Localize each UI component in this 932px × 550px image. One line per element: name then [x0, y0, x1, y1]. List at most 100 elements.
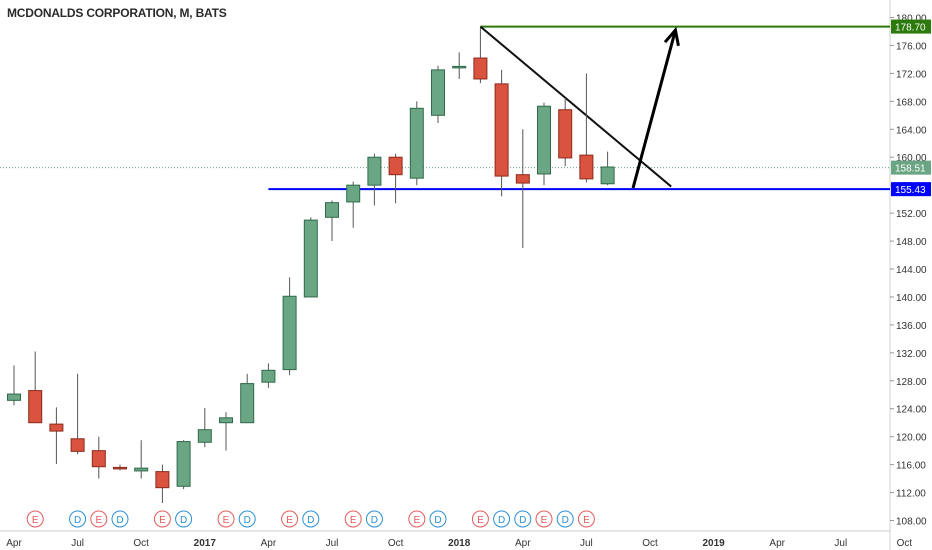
candle[interactable] — [176, 441, 191, 487]
dividend-marker[interactable] — [556, 510, 574, 528]
y-tick-label: 164.00 — [896, 125, 927, 136]
candle[interactable] — [515, 174, 530, 184]
event-label: D — [434, 515, 441, 526]
candle[interactable] — [473, 57, 488, 80]
y-tick-label: 136.00 — [896, 321, 927, 332]
earnings-marker[interactable] — [281, 510, 299, 528]
x-tick-label: Apr — [6, 538, 22, 549]
y-tick-label: 152.00 — [896, 209, 927, 220]
candle[interactable] — [452, 65, 467, 69]
candle[interactable] — [240, 383, 255, 424]
y-tick-label: 116.00 — [896, 461, 926, 472]
candle[interactable] — [49, 423, 64, 432]
event-label: D — [562, 515, 569, 526]
dividend-marker[interactable] — [514, 510, 532, 528]
earnings-marker[interactable] — [217, 510, 235, 528]
event-label: D — [498, 515, 505, 526]
earnings-marker[interactable] — [535, 510, 553, 528]
chart-title: MCDONALDS CORPORATION, M, BATS — [7, 6, 227, 20]
candle[interactable] — [261, 369, 276, 383]
x-tick-label: Jul — [580, 538, 593, 549]
event-label: E — [541, 515, 548, 526]
event-label: E — [223, 515, 230, 526]
x-tick-label: Apr — [515, 538, 531, 549]
support-badge-label: 155.43 — [895, 185, 926, 196]
candle[interactable] — [70, 438, 85, 452]
x-tick-label: Apr — [261, 538, 277, 549]
candle[interactable] — [134, 467, 149, 472]
candle[interactable] — [325, 202, 339, 218]
candle[interactable] — [600, 166, 615, 185]
x-tick-label: 2017 — [194, 538, 217, 549]
candle[interactable] — [579, 154, 594, 180]
trendline[interactable] — [479, 25, 672, 188]
event-label: D — [180, 515, 187, 526]
candle[interactable] — [494, 83, 509, 177]
candle[interactable] — [431, 69, 445, 116]
earnings-marker[interactable] — [344, 510, 362, 528]
x-tick-label: Jul — [71, 538, 84, 549]
dividend-marker[interactable] — [365, 510, 383, 528]
candle[interactable] — [91, 450, 106, 468]
dividend-marker[interactable] — [238, 510, 256, 528]
x-tick-label: Oct — [388, 538, 404, 549]
x-tick-label: Oct — [133, 538, 149, 549]
resistance-badge — [891, 19, 931, 34]
candle[interactable] — [388, 156, 403, 176]
earnings-marker[interactable] — [90, 510, 108, 528]
y-tick-label: 160.00 — [896, 153, 927, 164]
earnings-marker[interactable] — [26, 510, 44, 528]
resistance-badge-label: 178.70 — [895, 23, 926, 34]
dividend-marker[interactable] — [175, 510, 193, 528]
y-tick-label: 140.00 — [896, 293, 927, 304]
event-label: E — [583, 515, 590, 526]
event-label: E — [413, 515, 420, 526]
x-tick-label: Oct — [897, 538, 913, 549]
forecast-arrow[interactable] — [631, 29, 677, 189]
event-label: D — [519, 515, 526, 526]
candle[interactable] — [197, 429, 212, 443]
dividend-marker[interactable] — [429, 510, 447, 528]
earnings-marker[interactable] — [408, 510, 426, 528]
y-tick-label: 120.00 — [896, 433, 927, 444]
dividend-marker[interactable] — [302, 510, 320, 528]
y-tick-label: 180.00 — [896, 13, 927, 24]
candle[interactable] — [7, 393, 21, 401]
candle[interactable] — [113, 466, 127, 470]
y-tick-label: 128.00 — [896, 377, 927, 388]
candle[interactable] — [409, 107, 424, 179]
candle[interactable] — [155, 471, 170, 489]
candle[interactable] — [558, 109, 573, 159]
candle[interactable] — [537, 105, 551, 175]
y-tick-label: 108.00 — [896, 517, 927, 528]
dividend-marker[interactable] — [69, 510, 87, 528]
earnings-marker[interactable] — [471, 510, 489, 528]
forecast-arrow-head — [663, 26, 680, 47]
event-label: E — [32, 515, 39, 526]
candle[interactable] — [28, 390, 43, 424]
y-tick-label: 172.00 — [896, 69, 927, 80]
support-badge — [891, 182, 931, 197]
earnings-marker[interactable] — [577, 510, 595, 528]
current-price-badge-label: 158.51 — [895, 164, 926, 175]
event-label: E — [159, 515, 166, 526]
candle[interactable] — [219, 417, 233, 424]
candle[interactable] — [303, 219, 318, 298]
event-label: E — [477, 515, 484, 526]
x-tick-label: Jul — [326, 538, 339, 549]
y-tick-label: 144.00 — [896, 265, 927, 276]
event-label: D — [244, 515, 251, 526]
dividend-marker[interactable] — [111, 510, 129, 528]
dividend-marker[interactable] — [493, 510, 511, 528]
y-tick-label: 124.00 — [896, 405, 927, 416]
candle[interactable] — [367, 156, 382, 186]
x-tick-label: Apr — [769, 538, 785, 549]
y-tick-label: 148.00 — [896, 237, 927, 248]
earnings-marker[interactable] — [153, 510, 171, 528]
event-label: D — [371, 515, 378, 526]
y-tick-label: 112.00 — [896, 489, 926, 500]
candle[interactable] — [282, 295, 297, 371]
candle[interactable] — [346, 184, 361, 203]
x-tick-label: 2018 — [448, 538, 471, 549]
